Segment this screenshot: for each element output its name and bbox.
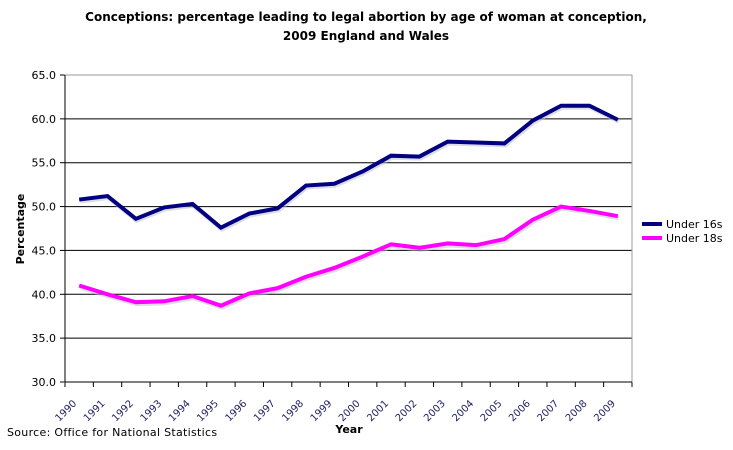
series-line-under-18s [78, 204, 619, 308]
x-axis-label: Year [334, 423, 363, 436]
x-axis-ticks: 1990 1991 1992 1993 1994 1995 1996 1997 1998 1999… [54, 382, 633, 424]
x-tick-label: 2009 [592, 398, 618, 424]
series-line-under-16s [78, 103, 619, 230]
x-tick-label: 2003 [422, 398, 448, 424]
plot-area [64, 74, 633, 383]
x-tick-label: 1997 [252, 398, 278, 424]
y-tick-label: 60.0 [32, 113, 57, 126]
y-axis-ticks: 30.0 35.0 40.0 45.0 50.0 55.0 60.0 65.0 [32, 69, 65, 389]
x-tick-label: 1991 [82, 398, 108, 424]
y-tick-label: 55.0 [32, 157, 57, 170]
x-tick-label: 2007 [535, 398, 561, 424]
x-tick-label: 2002 [394, 398, 420, 424]
y-tick-label: 45.0 [32, 244, 57, 257]
y-tick-label: 50.0 [32, 201, 57, 214]
x-tick-label: 1993 [139, 398, 165, 424]
x-tick-label: 2005 [479, 398, 505, 424]
chart-title-line-2: 2009 England and Wales [283, 29, 449, 43]
x-tick-label: 1992 [110, 398, 136, 424]
chart-title-line-1: Conceptions: percentage leading to legal… [85, 10, 647, 24]
x-tick-label: 2000 [337, 398, 363, 424]
series-lines [78, 103, 620, 310]
y-tick-label: 35.0 [32, 332, 57, 345]
legend-label-under-18s: Under 18s [666, 232, 723, 245]
y-tick-label: 65.0 [32, 69, 57, 82]
series-shadow [79, 206, 620, 310]
legend: Under 16s Under 18s [642, 218, 723, 245]
gridlines [65, 118, 632, 339]
y-tick-label: 40.0 [32, 288, 57, 301]
x-tick-label: 1998 [280, 398, 306, 424]
x-tick-label: 2006 [507, 398, 533, 424]
x-tick-label: 2004 [450, 398, 476, 424]
x-tick-label: 1996 [224, 398, 250, 424]
x-tick-label: 1994 [167, 398, 193, 424]
x-tick-label: 1999 [309, 398, 335, 424]
x-tick-label: 1990 [54, 398, 80, 424]
series-shadow [79, 105, 620, 232]
x-tick-label: 1995 [195, 398, 221, 424]
y-axis-label: Percentage [14, 194, 27, 265]
legend-label-under-16s: Under 16s [666, 218, 723, 231]
source-note: Source: Office for National Statistics [7, 426, 217, 439]
x-tick-label: 2001 [365, 398, 391, 424]
y-tick-label: 30.0 [32, 376, 57, 389]
x-tick-label: 2008 [564, 398, 590, 424]
